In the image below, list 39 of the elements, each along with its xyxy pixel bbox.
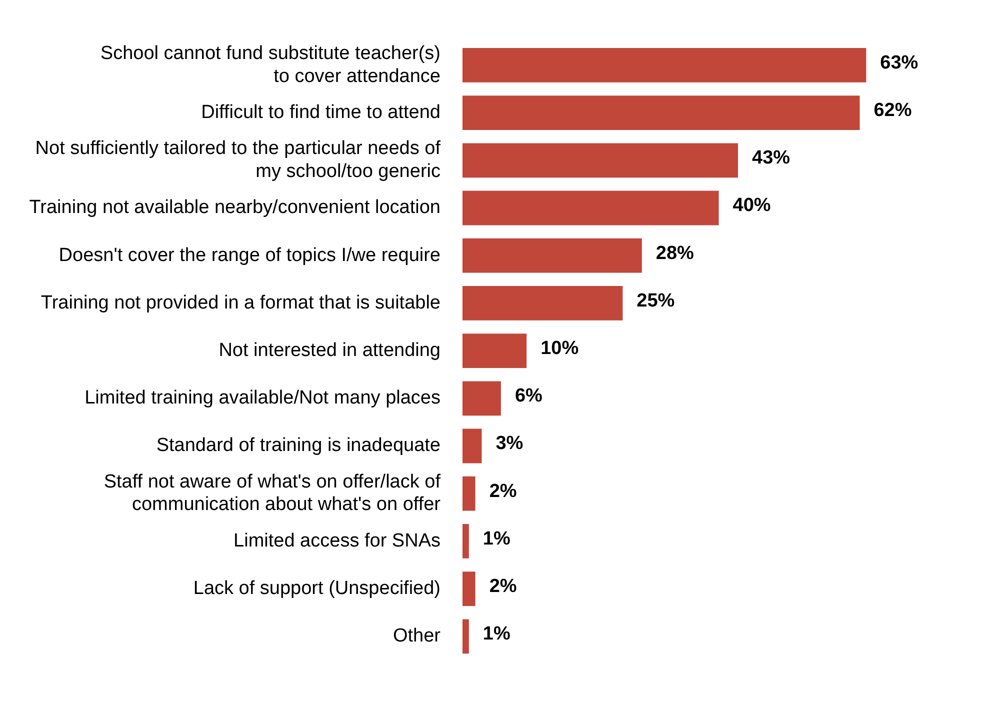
bar — [462, 428, 482, 464]
y-tick-label: Other — [392, 626, 442, 647]
data-label: 3% — [496, 433, 524, 454]
data-label: 62% — [874, 100, 912, 122]
y-tick-label: Not sufficiently tailored to the particular needs of my school/too generic — [35, 138, 442, 182]
y-tick-label: Doesn't cover the range of topics I/we require — [58, 244, 440, 266]
data-label: 28% — [656, 242, 694, 264]
data-label: 1% — [482, 624, 510, 645]
y-tick-label: Limited access for SNAs — [234, 530, 440, 552]
y-tick-label: Lack of support (Unspecified) — [193, 578, 440, 600]
data-label: 43% — [752, 148, 790, 169]
data-label: 1% — [482, 528, 510, 550]
y-tick-label: School cannot fund substitute teacher(s) to cover attendance — [100, 43, 440, 87]
data-label: 25% — [636, 290, 675, 312]
y-tick-label: Limited training available/Not many places — [84, 388, 440, 409]
bar — [462, 286, 623, 320]
data-label: 2% — [489, 480, 517, 502]
bar — [462, 48, 866, 82]
data-label: 40% — [732, 195, 771, 216]
bar — [462, 524, 469, 558]
y-tick-label: Standard of training is inadequate — [156, 435, 440, 456]
y-tick-label: Training not available nearby/convenient location — [29, 197, 440, 218]
bar — [462, 381, 501, 416]
y-tick-label: Difficult to find time to attend — [201, 102, 440, 124]
y-tick-label: Not interested in attending — [218, 340, 440, 362]
data-label: 6% — [514, 386, 543, 407]
y-tick-label: Staff not aware of what's on offer/lack of communication about what's on offer — [104, 471, 442, 516]
data-label: 2% — [489, 576, 517, 598]
bar — [462, 238, 642, 273]
data-label: 10% — [540, 338, 579, 360]
bar — [462, 476, 476, 511]
bar — [462, 190, 719, 226]
data-label: 63% — [880, 52, 918, 74]
bar — [462, 96, 860, 130]
y-tick-label: Training not provided in a format that is suitable — [40, 292, 440, 314]
bar — [462, 334, 527, 368]
bar — [462, 143, 738, 178]
bar — [462, 572, 476, 606]
bar — [462, 619, 469, 654]
